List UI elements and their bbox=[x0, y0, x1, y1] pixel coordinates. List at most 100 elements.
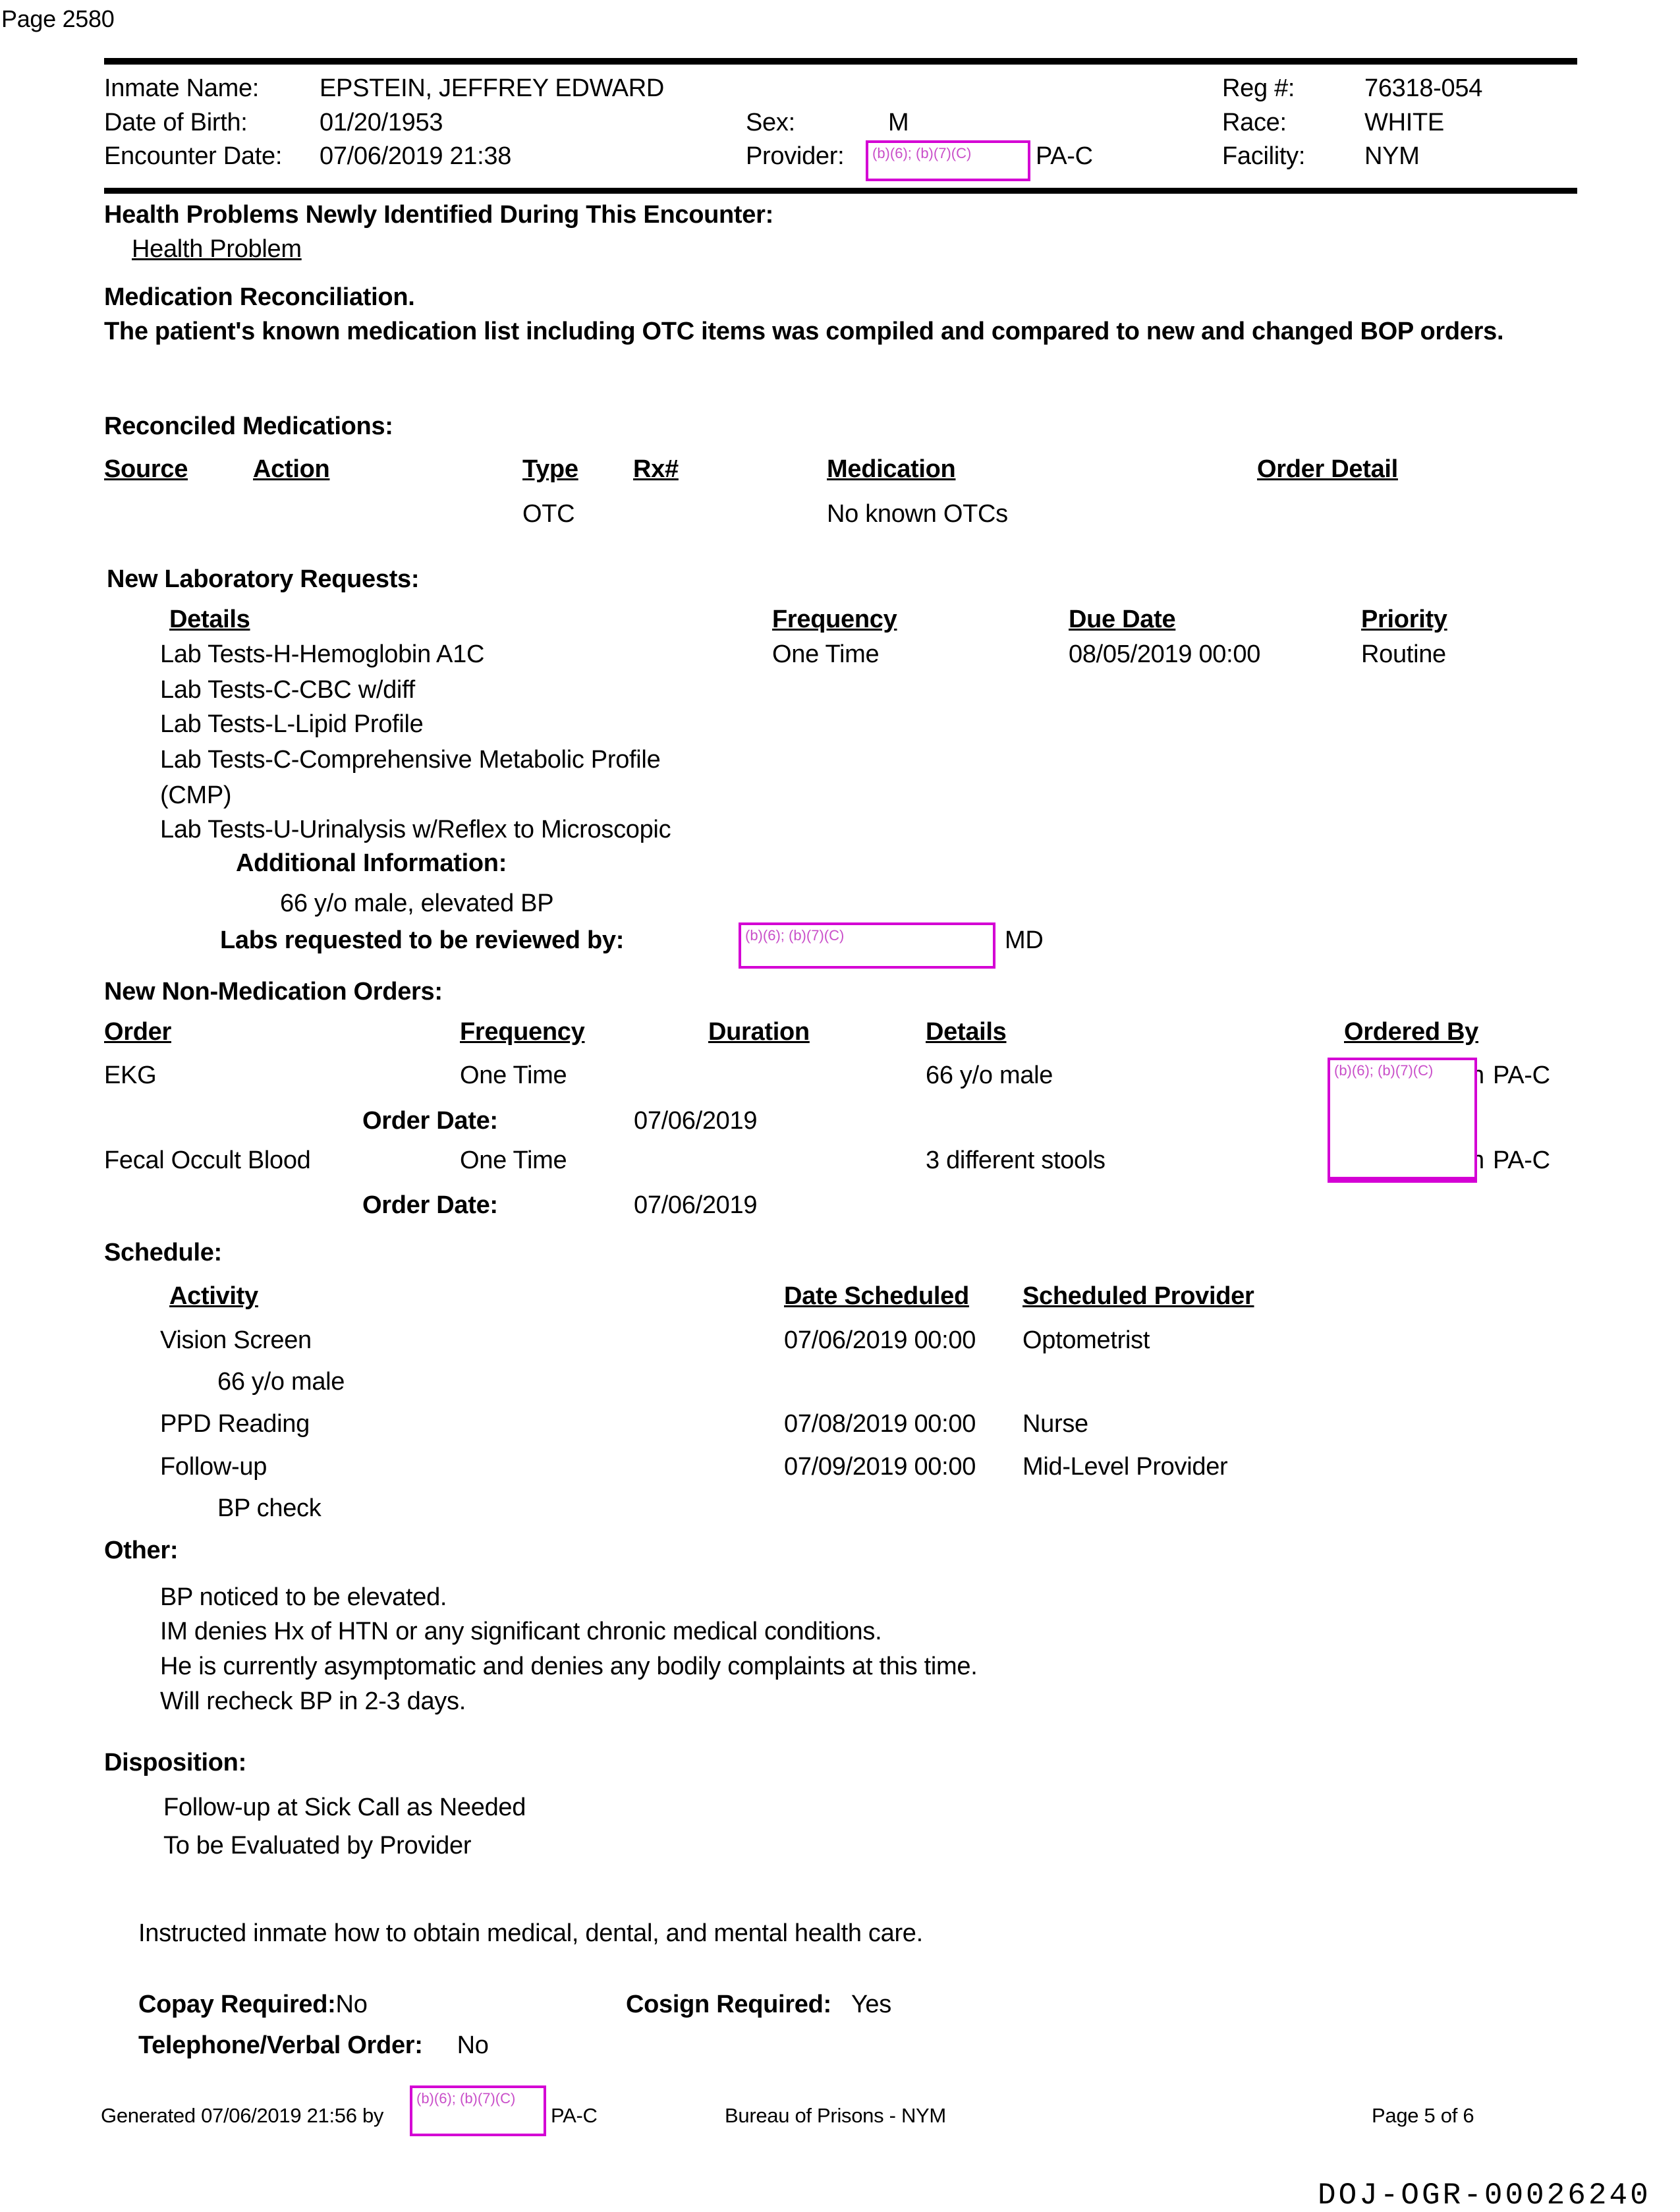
order-row-name: Fecal Occult Blood bbox=[104, 1147, 311, 1174]
schedule-provider: Nurse bbox=[1022, 1410, 1088, 1438]
schedule-date: 07/09/2019 00:00 bbox=[784, 1453, 976, 1481]
other-line: BP noticed to be elevated. bbox=[160, 1583, 447, 1611]
other-line: Will recheck BP in 2-3 days. bbox=[160, 1687, 466, 1715]
dob-value: 01/20/1953 bbox=[320, 109, 443, 136]
col-order: Order bbox=[104, 1018, 171, 1046]
labs-heading: New Laboratory Requests: bbox=[107, 565, 420, 593]
provider-label: Provider: bbox=[746, 142, 845, 170]
facility-label: Facility: bbox=[1222, 142, 1306, 170]
instructed-note: Instructed inmate how to obtain medical,… bbox=[138, 1919, 923, 1947]
footer-page-indicator: Page 5 of 6 bbox=[1372, 2104, 1474, 2127]
race-value: WHITE bbox=[1364, 109, 1444, 136]
redaction-label: (b)(6); (b)(7)(C) bbox=[745, 927, 845, 944]
inmate-name-label: Inmate Name: bbox=[104, 74, 260, 102]
col-lab-priority: Priority bbox=[1361, 606, 1447, 633]
ordered-by-redaction-box: (b)(6); (b)(7)(C) bbox=[1328, 1058, 1477, 1183]
schedule-note: BP check bbox=[217, 1494, 322, 1522]
sex-label: Sex: bbox=[746, 109, 795, 136]
disposition-line: Follow-up at Sick Call as Needed bbox=[163, 1794, 526, 1821]
schedule-activity: PPD Reading bbox=[160, 1410, 310, 1438]
col-rx: Rx# bbox=[633, 455, 679, 483]
header-rule-bottom bbox=[104, 188, 1577, 194]
schedule-activity: Vision Screen bbox=[160, 1326, 312, 1354]
telephone-order-value: No bbox=[457, 2031, 489, 2059]
col-order-details: Details bbox=[926, 1018, 1007, 1046]
copay-label: Copay Required: bbox=[138, 1991, 336, 2018]
lab-frequency: One Time bbox=[772, 640, 880, 668]
other-line: He is currently asymptomatic and denies … bbox=[160, 1653, 978, 1680]
schedule-heading: Schedule: bbox=[104, 1239, 222, 1266]
reconciled-row-type: OTC bbox=[522, 500, 575, 528]
facility-value: NYM bbox=[1364, 142, 1420, 170]
health-problem-link: Health Problem bbox=[132, 235, 302, 263]
lab-due-date: 08/05/2019 00:00 bbox=[1069, 640, 1261, 668]
provider-redaction-box: (b)(6); (b)(7)(C) bbox=[866, 140, 1030, 181]
copay-row: Copay Required:No bbox=[138, 1989, 368, 2020]
col-lab-frequency: Frequency bbox=[772, 606, 897, 633]
inmate-name-value: EPSTEIN, JEFFREY EDWARD bbox=[320, 74, 665, 102]
col-order-duration: Duration bbox=[708, 1018, 810, 1046]
col-source: Source bbox=[104, 455, 188, 483]
col-order-detail: Order Detail bbox=[1257, 455, 1398, 483]
health-problems-heading: Health Problems Newly Identified During … bbox=[104, 201, 773, 229]
lab-test-line: Lab Tests-C-Comprehensive Metabolic Prof… bbox=[160, 746, 661, 774]
page-number: Page 2580 bbox=[1, 5, 115, 32]
footer-center-text: Bureau of Prisons - NYM bbox=[725, 2104, 946, 2127]
disposition-heading: Disposition: bbox=[104, 1749, 246, 1776]
bates-stamp: DOJ-OGR-00026240 bbox=[1318, 2178, 1651, 2212]
med-rec-body: The patient's known medication list incl… bbox=[104, 318, 1504, 345]
dob-label: Date of Birth: bbox=[104, 109, 248, 136]
lab-priority: Routine bbox=[1361, 640, 1446, 668]
reg-number-label: Reg #: bbox=[1222, 74, 1295, 102]
schedule-activity: Follow-up bbox=[160, 1453, 267, 1481]
med-rec-heading: Medication Reconciliation. bbox=[104, 283, 415, 311]
generated-by-text: Generated 07/06/2019 21:56 by bbox=[101, 2104, 384, 2127]
order-row-details: 66 y/o male bbox=[926, 1062, 1053, 1089]
col-medication: Medication bbox=[827, 455, 956, 483]
telephone-order-row: Telephone/Verbal Order: No bbox=[138, 2030, 489, 2060]
lab-test-line: (CMP) bbox=[160, 781, 232, 809]
schedule-provider: Optometrist bbox=[1022, 1326, 1150, 1354]
schedule-date: 07/08/2019 00:00 bbox=[784, 1410, 976, 1438]
cosign-value: Yes bbox=[851, 1991, 891, 2018]
sex-value: M bbox=[888, 109, 909, 136]
labs-reviewer-credential: MD bbox=[1005, 926, 1044, 954]
reg-number-value: 76318-054 bbox=[1364, 74, 1483, 102]
order-date-value: 07/06/2019 bbox=[634, 1107, 758, 1135]
footer-redaction-box: (b)(6); (b)(7)(C) bbox=[410, 2085, 546, 2136]
order-date-label: Order Date: bbox=[362, 1107, 498, 1135]
col-date-scheduled: Date Scheduled bbox=[784, 1282, 969, 1310]
lab-test-line: Lab Tests-H-Hemoglobin A1C bbox=[160, 640, 485, 668]
reconciled-row-medication: No known OTCs bbox=[827, 500, 1008, 528]
labs-review-label: Labs requested to be reviewed by: bbox=[220, 926, 625, 954]
disposition-line: To be Evaluated by Provider bbox=[163, 1832, 472, 1859]
other-line: IM denies Hx of HTN or any significant c… bbox=[160, 1618, 882, 1645]
col-lab-due: Due Date bbox=[1069, 606, 1176, 633]
header-rule-top bbox=[104, 58, 1577, 65]
encounter-date-label: Encounter Date: bbox=[104, 142, 283, 170]
col-action: Action bbox=[253, 455, 330, 483]
col-scheduled-provider: Scheduled Provider bbox=[1022, 1282, 1254, 1310]
copay-value: No bbox=[335, 1991, 368, 2018]
cosign-row: Cosign Required: Yes bbox=[626, 1989, 891, 2020]
lab-test-line: Lab Tests-C-CBC w/diff bbox=[160, 676, 415, 704]
schedule-provider: Mid-Level Provider bbox=[1022, 1453, 1228, 1481]
order-date-label: Order Date: bbox=[362, 1191, 498, 1219]
lab-test-line: Lab Tests-L-Lipid Profile bbox=[160, 710, 424, 738]
col-activity: Activity bbox=[169, 1282, 258, 1310]
ordered-by-credential: PA-C bbox=[1493, 1147, 1550, 1174]
cosign-label: Cosign Required: bbox=[626, 1991, 831, 2018]
order-row-frequency: One Time bbox=[460, 1062, 567, 1089]
order-row-frequency: One Time bbox=[460, 1147, 567, 1174]
telephone-order-label: Telephone/Verbal Order: bbox=[138, 2031, 423, 2059]
col-ordered-by: Ordered By bbox=[1344, 1018, 1478, 1046]
orders-heading: New Non-Medication Orders: bbox=[104, 978, 443, 1006]
col-lab-details: Details bbox=[169, 606, 250, 633]
labs-reviewer-redaction-box: (b)(6); (b)(7)(C) bbox=[739, 922, 995, 969]
schedule-note: 66 y/o male bbox=[217, 1368, 345, 1396]
additional-info-text: 66 y/o male, elevated BP bbox=[280, 890, 554, 917]
reconciled-heading: Reconciled Medications: bbox=[104, 412, 393, 440]
lab-test-line: Lab Tests-U-Urinalysis w/Reflex to Micro… bbox=[160, 816, 671, 843]
race-label: Race: bbox=[1222, 109, 1287, 136]
